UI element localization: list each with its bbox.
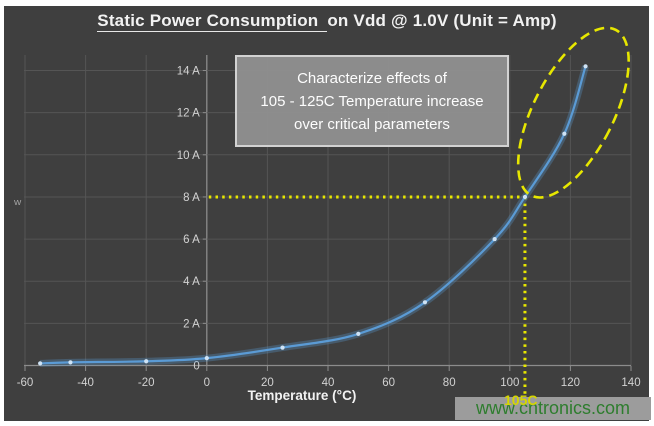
x-tick-label: 140 [621, 377, 640, 389]
side-axis-label: w [14, 197, 22, 208]
y-tick-label: 0 [193, 361, 199, 373]
annotation-box: Characterize effects of 105 - 125C Tempe… [235, 55, 509, 147]
x-tick-label: 80 [443, 377, 456, 389]
data-point-marker [38, 361, 43, 366]
data-point-marker [422, 300, 428, 305]
x-tick-label: 60 [382, 377, 395, 389]
annotation-line-3: over critical parameters [294, 115, 450, 133]
y-tick-label: 4 A [183, 276, 200, 288]
data-point-marker [280, 345, 285, 350]
annotation-line-2: 105 - 125C Temperature increase [260, 92, 484, 110]
chart-title: Static Power Consumption on Vdd @ 1.0V (… [0, 11, 654, 32]
x-tick-label: 40 [322, 377, 335, 389]
x-tick-label: -60 [17, 377, 34, 389]
x-tick-label: 0 [204, 377, 210, 389]
x-tick-label: 100 [500, 377, 519, 389]
y-tick-label: 14 A [177, 66, 200, 78]
data-point-marker [492, 236, 497, 242]
data-point-marker [144, 359, 149, 364]
annotation-line-1: Characterize effects of [297, 69, 447, 87]
highlight-ellipse [516, 26, 630, 199]
chart-title-underlined: Static Power Consumption [97, 11, 328, 32]
callout-temp-label: 105C [504, 392, 538, 408]
data-point-marker [562, 131, 567, 136]
watermark: www.cntronics.com [455, 397, 651, 420]
chart-title-rest: on Vdd @ 1.0V (Unit = Amp) [327, 11, 557, 30]
data-point-marker [522, 194, 528, 200]
y-tick-label: 8 A [183, 192, 200, 204]
x-tick-label: 20 [261, 377, 274, 389]
x-tick-label: 120 [561, 377, 580, 389]
data-point-marker [68, 360, 73, 365]
data-point-marker [356, 331, 361, 336]
y-tick-label: 10 A [177, 150, 200, 162]
y-tick-label: 12 A [177, 108, 200, 120]
data-point-marker [204, 356, 209, 361]
x-tick-label: -40 [77, 377, 94, 389]
y-tick-label: 2 A [183, 318, 200, 330]
x-axis-title: Temperature (°C) [248, 388, 357, 403]
y-tick-label: 6 A [183, 234, 200, 246]
data-point-marker [583, 64, 588, 69]
x-tick-label: -20 [138, 377, 155, 389]
